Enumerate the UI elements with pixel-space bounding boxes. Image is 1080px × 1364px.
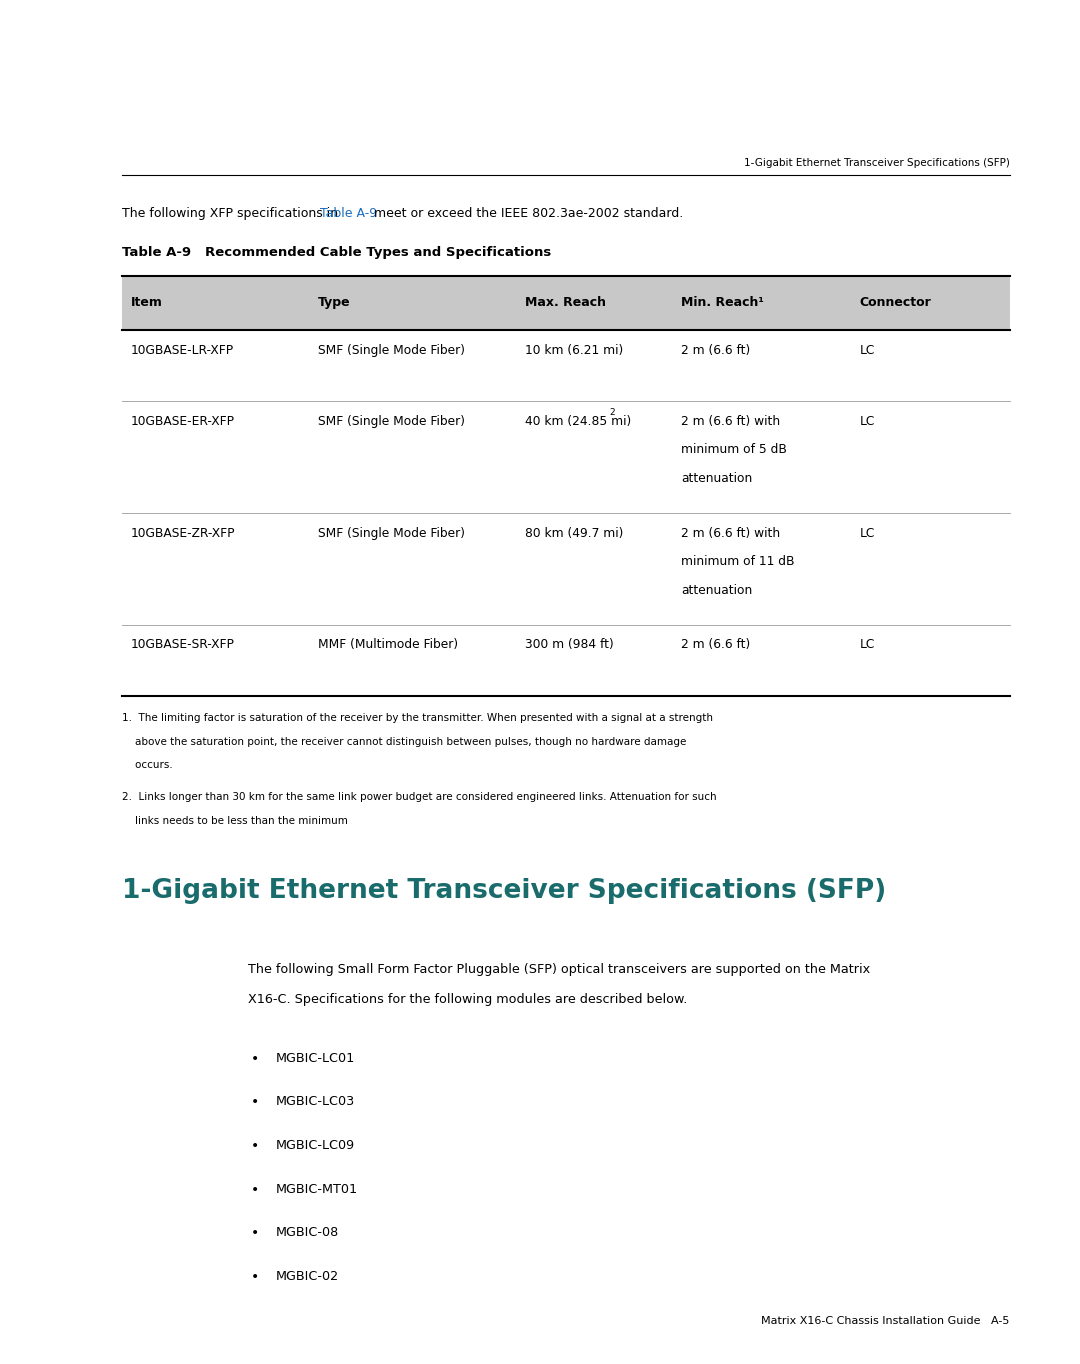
Text: links needs to be less than the minimum: links needs to be less than the minimum xyxy=(122,816,348,825)
Text: •: • xyxy=(251,1226,259,1240)
Text: 2 m (6.6 ft) with: 2 m (6.6 ft) with xyxy=(681,527,781,540)
Text: 2 m (6.6 ft): 2 m (6.6 ft) xyxy=(681,344,751,357)
Text: •: • xyxy=(251,1095,259,1109)
Text: MGBIC-MT01: MGBIC-MT01 xyxy=(275,1183,357,1196)
Bar xyxy=(122,625,1010,696)
Text: LC: LC xyxy=(860,344,875,357)
Text: •: • xyxy=(251,1052,259,1065)
Text: LC: LC xyxy=(860,527,875,540)
Text: 1.  The limiting factor is saturation of the receiver by the transmitter. When p: 1. The limiting factor is saturation of … xyxy=(122,713,713,723)
Text: Max. Reach: Max. Reach xyxy=(525,296,606,310)
Text: 2.  Links longer than 30 km for the same link power budget are considered engine: 2. Links longer than 30 km for the same … xyxy=(122,792,717,802)
Text: minimum of 11 dB: minimum of 11 dB xyxy=(681,555,795,569)
Text: 2 m (6.6 ft): 2 m (6.6 ft) xyxy=(681,638,751,652)
Text: MGBIC-LC01: MGBIC-LC01 xyxy=(275,1052,354,1065)
Text: 2 m (6.6 ft) with: 2 m (6.6 ft) with xyxy=(681,415,781,428)
Text: Table A-9: Table A-9 xyxy=(321,207,377,221)
Text: 1-Gigabit Ethernet Transceiver Specifications (SFP): 1-Gigabit Ethernet Transceiver Specifica… xyxy=(744,158,1010,168)
Text: 80 km (49.7 mi): 80 km (49.7 mi) xyxy=(525,527,623,540)
Bar xyxy=(122,330,1010,401)
Text: SMF (Single Mode Fiber): SMF (Single Mode Fiber) xyxy=(318,344,464,357)
Text: Table A-9   Recommended Cable Types and Specifications: Table A-9 Recommended Cable Types and Sp… xyxy=(122,246,551,259)
Bar xyxy=(122,513,1010,625)
Text: 10GBASE-LR-XFP: 10GBASE-LR-XFP xyxy=(131,344,233,357)
Text: Type: Type xyxy=(318,296,350,310)
Text: The following Small Form Factor Pluggable (SFP) optical transceivers are support: The following Small Form Factor Pluggabl… xyxy=(248,963,870,977)
Text: attenuation: attenuation xyxy=(681,584,753,597)
Text: X16-C. Specifications for the following modules are described below.: X16-C. Specifications for the following … xyxy=(248,993,688,1007)
Bar xyxy=(122,401,1010,513)
Text: 2: 2 xyxy=(609,408,616,417)
Text: 10 km (6.21 mi): 10 km (6.21 mi) xyxy=(525,344,623,357)
Text: 10GBASE-ER-XFP: 10GBASE-ER-XFP xyxy=(131,415,234,428)
Text: MGBIC-02: MGBIC-02 xyxy=(275,1270,338,1284)
Text: SMF (Single Mode Fiber): SMF (Single Mode Fiber) xyxy=(318,527,464,540)
Text: MMF (Multimode Fiber): MMF (Multimode Fiber) xyxy=(318,638,458,652)
Text: LC: LC xyxy=(860,415,875,428)
Text: The following XFP specifications in: The following XFP specifications in xyxy=(122,207,342,221)
Text: LC: LC xyxy=(860,638,875,652)
Text: Item: Item xyxy=(131,296,163,310)
Text: •: • xyxy=(251,1270,259,1284)
Text: MGBIC-LC09: MGBIC-LC09 xyxy=(275,1139,354,1153)
Text: 10GBASE-SR-XFP: 10GBASE-SR-XFP xyxy=(131,638,234,652)
Text: above the saturation point, the receiver cannot distinguish between pulses, thou: above the saturation point, the receiver… xyxy=(122,737,687,746)
Text: meet or exceed the IEEE 802.3ae-2002 standard.: meet or exceed the IEEE 802.3ae-2002 sta… xyxy=(369,207,684,221)
Text: Matrix X16-C Chassis Installation Guide   A-5: Matrix X16-C Chassis Installation Guide … xyxy=(761,1316,1010,1326)
Text: 10GBASE-ZR-XFP: 10GBASE-ZR-XFP xyxy=(131,527,235,540)
Text: MGBIC-LC03: MGBIC-LC03 xyxy=(275,1095,354,1109)
Text: occurs.: occurs. xyxy=(122,760,173,769)
Text: 40 km (24.85 mi): 40 km (24.85 mi) xyxy=(525,415,631,428)
Text: •: • xyxy=(251,1139,259,1153)
Text: MGBIC-08: MGBIC-08 xyxy=(275,1226,339,1240)
Text: 1-Gigabit Ethernet Transceiver Specifications (SFP): 1-Gigabit Ethernet Transceiver Specifica… xyxy=(122,878,887,904)
Text: 300 m (984 ft): 300 m (984 ft) xyxy=(525,638,613,652)
Text: Connector: Connector xyxy=(860,296,931,310)
Text: minimum of 5 dB: minimum of 5 dB xyxy=(681,443,787,457)
Text: SMF (Single Mode Fiber): SMF (Single Mode Fiber) xyxy=(318,415,464,428)
Text: attenuation: attenuation xyxy=(681,472,753,486)
Text: •: • xyxy=(251,1183,259,1196)
Text: Min. Reach¹: Min. Reach¹ xyxy=(681,296,765,310)
Bar xyxy=(122,276,1010,330)
